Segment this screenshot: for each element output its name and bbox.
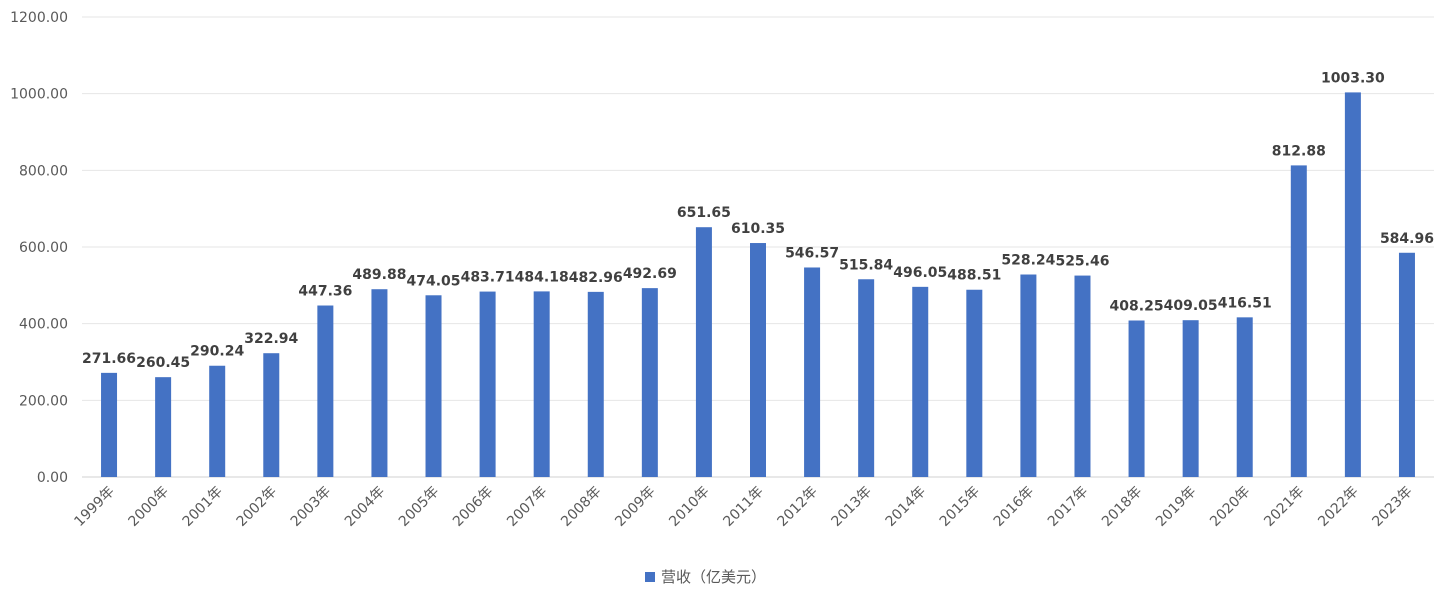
legend[interactable]: 营收（亿美元） xyxy=(645,568,766,586)
data-label: 489.88 xyxy=(352,267,406,283)
bar xyxy=(209,365,226,477)
x-axis-ticks: 1999年 2000年 2001年 2002年 2003年 2004年 2005年 2006年… xyxy=(71,484,1415,530)
data-label: 409.05 xyxy=(1164,298,1218,314)
y-tick-label: 200.00 xyxy=(19,393,68,409)
bar xyxy=(1128,320,1145,477)
y-tick-label: 400.00 xyxy=(19,317,68,333)
x-tick-label: 2014年 xyxy=(883,484,929,530)
data-label: 1003.30 xyxy=(1321,70,1385,86)
bar xyxy=(1236,317,1253,477)
x-tick-label: 2016年 xyxy=(991,484,1037,530)
data-label: 322.94 xyxy=(244,331,298,347)
x-tick-label: 2009年 xyxy=(612,484,658,530)
bar xyxy=(263,353,280,477)
legend-swatch xyxy=(645,572,655,582)
bar xyxy=(425,295,442,477)
x-tick-label: 2006年 xyxy=(450,484,496,530)
y-axis-ticks: 0.00 200.00 400.00 600.00 800.00 1000.00 1200.… xyxy=(10,10,68,486)
bar xyxy=(912,286,929,477)
data-label: 812.88 xyxy=(1272,143,1326,159)
x-tick-label: 2004年 xyxy=(342,484,388,530)
x-tick-label: 1999年 xyxy=(71,484,117,530)
x-tick-label: 2010年 xyxy=(666,484,712,530)
x-tick-label: 2011年 xyxy=(720,484,766,530)
bar xyxy=(587,291,604,477)
x-tick-label: 2017年 xyxy=(1045,484,1091,530)
x-tick-label: 2013年 xyxy=(829,484,875,530)
x-tick-label: 2022年 xyxy=(1315,484,1361,530)
bars xyxy=(101,92,1415,477)
data-label: 528.24 xyxy=(1001,253,1055,269)
y-tick-label: 0.00 xyxy=(37,470,68,486)
x-tick-label: 2020年 xyxy=(1207,484,1253,530)
bar xyxy=(1290,165,1307,477)
bar xyxy=(371,289,388,477)
bar xyxy=(479,291,496,477)
data-label: 515.84 xyxy=(839,257,893,273)
bar xyxy=(1182,320,1199,477)
x-tick-label: 2008年 xyxy=(558,484,604,530)
bar xyxy=(533,291,550,477)
data-label: 496.05 xyxy=(893,265,947,281)
x-tick-label: 2007年 xyxy=(504,484,550,530)
data-label: 408.25 xyxy=(1110,299,1164,315)
x-tick-label: 2001年 xyxy=(180,484,226,530)
data-label: 546.57 xyxy=(785,245,839,261)
x-tick-label: 2000年 xyxy=(126,484,172,530)
x-tick-label: 2018年 xyxy=(1099,484,1145,530)
data-label: 610.35 xyxy=(731,221,785,237)
data-label: 260.45 xyxy=(136,355,190,371)
bar xyxy=(101,372,118,477)
x-tick-label: 2015年 xyxy=(937,484,983,530)
data-label: 474.05 xyxy=(407,273,461,289)
bar xyxy=(317,305,334,477)
bar xyxy=(966,289,983,477)
bar xyxy=(695,227,712,477)
y-tick-label: 1200.00 xyxy=(10,10,68,26)
x-tick-label: 2012年 xyxy=(774,484,820,530)
bar xyxy=(1344,92,1361,477)
data-label: 447.36 xyxy=(298,284,352,300)
data-label: 271.66 xyxy=(82,351,136,367)
x-tick-label: 2019年 xyxy=(1153,484,1199,530)
data-label: 483.71 xyxy=(461,270,515,286)
x-tick-label: 2005年 xyxy=(396,484,442,530)
y-tick-label: 1000.00 xyxy=(10,87,68,103)
data-label: 525.46 xyxy=(1055,254,1109,270)
bar xyxy=(858,279,875,477)
bar xyxy=(1398,252,1415,477)
data-label: 492.69 xyxy=(623,266,677,282)
y-tick-label: 600.00 xyxy=(19,240,68,256)
data-label: 584.96 xyxy=(1380,231,1434,247)
bar xyxy=(750,243,766,477)
bar xyxy=(804,267,821,477)
bar xyxy=(1020,274,1037,477)
data-label: 482.96 xyxy=(569,270,623,286)
x-tick-label: 2023年 xyxy=(1369,484,1415,530)
x-tick-label: 2002年 xyxy=(234,484,280,530)
data-label: 484.18 xyxy=(515,269,569,285)
bar xyxy=(641,288,658,477)
y-tick-label: 800.00 xyxy=(19,163,68,179)
bar xyxy=(1074,275,1091,477)
data-label: 416.51 xyxy=(1218,295,1272,311)
data-label: 290.24 xyxy=(190,344,244,360)
x-tick-label: 2003年 xyxy=(288,484,334,530)
legend-label: 营收（亿美元） xyxy=(661,568,766,586)
data-label: 488.51 xyxy=(947,268,1001,284)
bar xyxy=(155,377,172,477)
data-label: 651.65 xyxy=(677,205,731,221)
x-tick-label: 2021年 xyxy=(1261,484,1307,530)
